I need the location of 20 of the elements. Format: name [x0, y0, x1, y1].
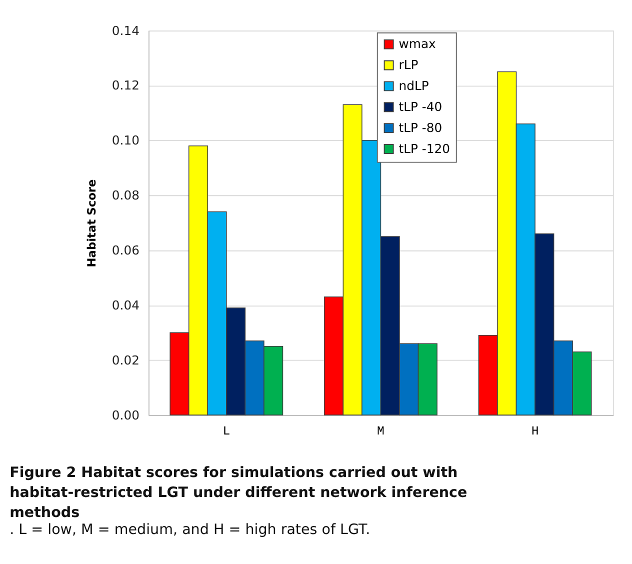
y-tick-label: 0.14 [112, 24, 140, 38]
y-axis-title: Habitat Score [84, 178, 99, 268]
y-tick-label: 0.00 [112, 408, 140, 422]
legend-label: tLP -40 [398, 100, 442, 114]
y-tick-label: 0.04 [112, 298, 140, 312]
legend-label: rLP [398, 58, 419, 72]
y-tick-label: 0.02 [112, 353, 140, 368]
text: Figure 2 Habitat scores for simulations carried out with habitat-restricted LGT under different network inference methods [10, 464, 468, 521]
legend-label: tLP -80 [398, 120, 442, 135]
legend-label: wmax [398, 37, 436, 52]
y-tick-label: 0.12 [112, 78, 140, 93]
y-tick-label: 0.06 [112, 244, 140, 258]
legend-label: tLP -120 [398, 142, 450, 156]
y-tick-label: 0.10 [112, 134, 140, 148]
x-tick-label: H [531, 424, 539, 439]
x-tick-label: L [222, 424, 230, 439]
legend-label: ndLP [398, 78, 430, 93]
y-tick-label: 0.08 [112, 188, 140, 203]
text: . L = low, M = medium, and H = high rates of LGT. [10, 522, 370, 538]
x-tick-label: M [377, 424, 384, 439]
